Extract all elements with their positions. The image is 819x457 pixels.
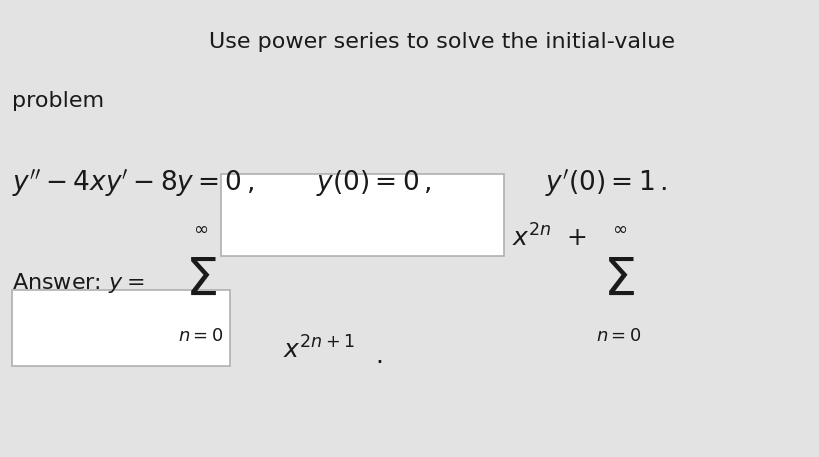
Text: $\Sigma$: $\Sigma$ <box>603 255 634 307</box>
Text: $\infty$: $\infty$ <box>193 219 208 238</box>
Text: $y'' - 4xy' - 8y = 0\,,$: $y'' - 4xy' - 8y = 0\,,$ <box>12 167 254 199</box>
Text: $.$: $.$ <box>374 345 382 368</box>
Text: $y(0) = 0\,,$: $y(0) = 0\,,$ <box>315 168 430 198</box>
FancyBboxPatch shape <box>221 174 504 256</box>
Text: Answer: $y =$: Answer: $y =$ <box>12 271 144 295</box>
Text: $+$: $+$ <box>565 226 586 250</box>
Text: $y'(0) = 1\,.$: $y'(0) = 1\,.$ <box>545 167 666 199</box>
Text: Use power series to solve the initial-value: Use power series to solve the initial-va… <box>209 32 674 52</box>
Text: $\Sigma$: $\Sigma$ <box>185 255 216 307</box>
Text: $x^{2n}$: $x^{2n}$ <box>512 224 551 251</box>
Text: $n=0$: $n=0$ <box>178 327 224 345</box>
Text: $\infty$: $\infty$ <box>611 219 626 238</box>
Text: $n=0$: $n=0$ <box>595 327 641 345</box>
FancyBboxPatch shape <box>12 290 229 366</box>
Text: problem: problem <box>12 91 104 112</box>
Text: $x^{2n+1}$: $x^{2n+1}$ <box>283 336 355 363</box>
